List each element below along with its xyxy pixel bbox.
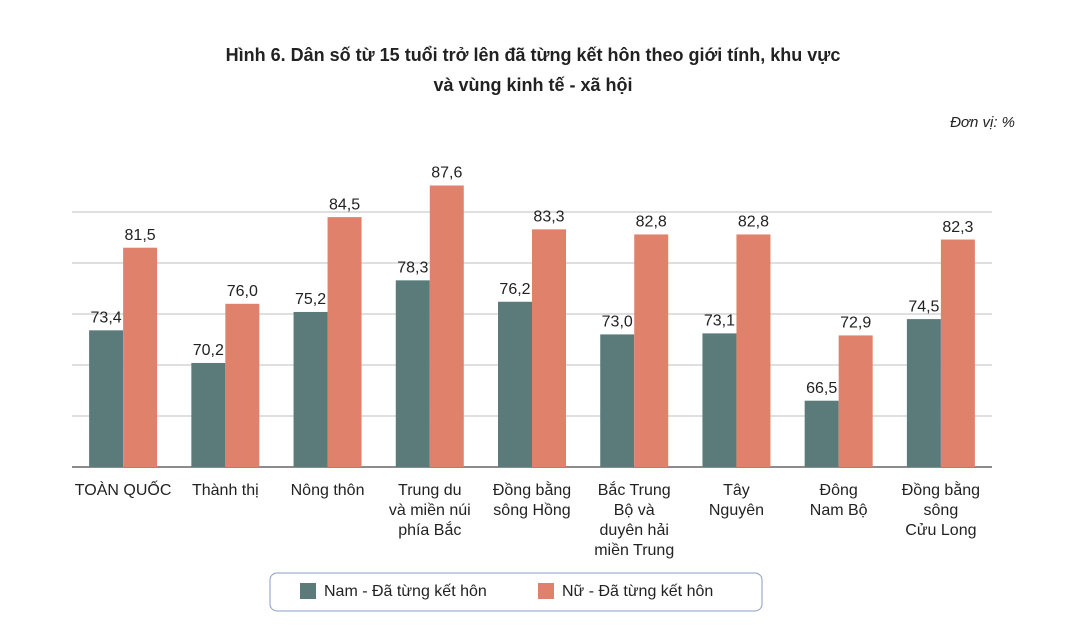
x-tick-label: Nông thôn xyxy=(291,482,365,499)
x-tick-label: Thành thị xyxy=(192,482,259,499)
legend-box xyxy=(269,572,763,612)
value-label: 84,5 xyxy=(329,196,360,213)
bar xyxy=(191,362,226,467)
value-label: 87,6 xyxy=(431,165,462,182)
bar xyxy=(293,311,328,467)
x-tick-label: sông Hồng xyxy=(493,502,570,519)
x-tick-label: Đông xyxy=(820,482,858,499)
value-label: 70,2 xyxy=(193,342,224,359)
bar xyxy=(89,330,124,467)
x-tick-label: sông xyxy=(924,502,959,519)
x-tick-label: Tây xyxy=(723,482,750,499)
value-label: 76,2 xyxy=(499,281,530,298)
bar xyxy=(702,333,737,467)
x-tick-label: miền Trung xyxy=(594,542,674,559)
value-label: 83,3 xyxy=(533,209,564,226)
x-tick-label: Nguyên xyxy=(709,502,764,519)
x-tick-label: Nam Bộ xyxy=(810,502,868,519)
chart-title: Hình 6. Dân số từ 15 tuổi trở lên đã từn… xyxy=(226,45,841,65)
bar xyxy=(532,229,566,467)
value-label: 82,8 xyxy=(636,214,667,231)
value-label: 66,5 xyxy=(806,380,837,397)
chart-title: và vùng kinh tế - xã hội xyxy=(433,75,632,95)
bar xyxy=(736,234,771,467)
x-tick-label: TOÀN QUỐC xyxy=(75,479,172,499)
value-label: 72,9 xyxy=(840,315,871,332)
bar xyxy=(906,319,941,467)
x-tick-label: và miền núi xyxy=(389,502,471,519)
legend-swatch xyxy=(300,583,316,599)
bar xyxy=(327,217,362,467)
bar xyxy=(225,303,260,467)
value-label: 74,5 xyxy=(908,298,939,315)
value-label: 73,4 xyxy=(91,310,122,327)
x-tick-label: Trung du xyxy=(398,482,461,499)
x-tick-label: duyên hải xyxy=(600,522,669,539)
legend-label: Nữ - Đã từng kết hôn xyxy=(562,583,713,600)
unit-note: Đơn vị: % xyxy=(950,114,1015,131)
x-tick-label: Đồng bằng xyxy=(902,480,980,499)
bar xyxy=(838,335,873,467)
value-label: 76,0 xyxy=(227,283,258,300)
bar xyxy=(498,301,532,467)
value-label: 82,8 xyxy=(738,214,769,231)
x-tick-label: Bộ và xyxy=(614,502,655,519)
value-label: 73,0 xyxy=(602,314,633,331)
legend-label: Nam - Đã từng kết hôn xyxy=(324,583,487,600)
value-label: 75,2 xyxy=(295,291,326,308)
bar xyxy=(123,247,158,467)
bar xyxy=(429,185,464,468)
bar xyxy=(804,400,839,467)
bar xyxy=(600,334,635,467)
legend-swatch xyxy=(538,583,554,599)
value-label: 81,5 xyxy=(125,227,156,244)
bar xyxy=(395,280,430,467)
value-label: 82,3 xyxy=(942,219,973,236)
value-label: 78,3 xyxy=(397,260,428,277)
x-tick-label: Bắc Trung xyxy=(598,480,671,499)
x-tick-label: phía Bắc xyxy=(398,520,461,539)
value-label: 73,1 xyxy=(704,313,735,330)
x-tick-label: Cửu Long xyxy=(905,522,976,539)
bar xyxy=(940,239,975,467)
bar xyxy=(634,234,669,467)
x-tick-label: Đồng bằng xyxy=(493,480,571,499)
